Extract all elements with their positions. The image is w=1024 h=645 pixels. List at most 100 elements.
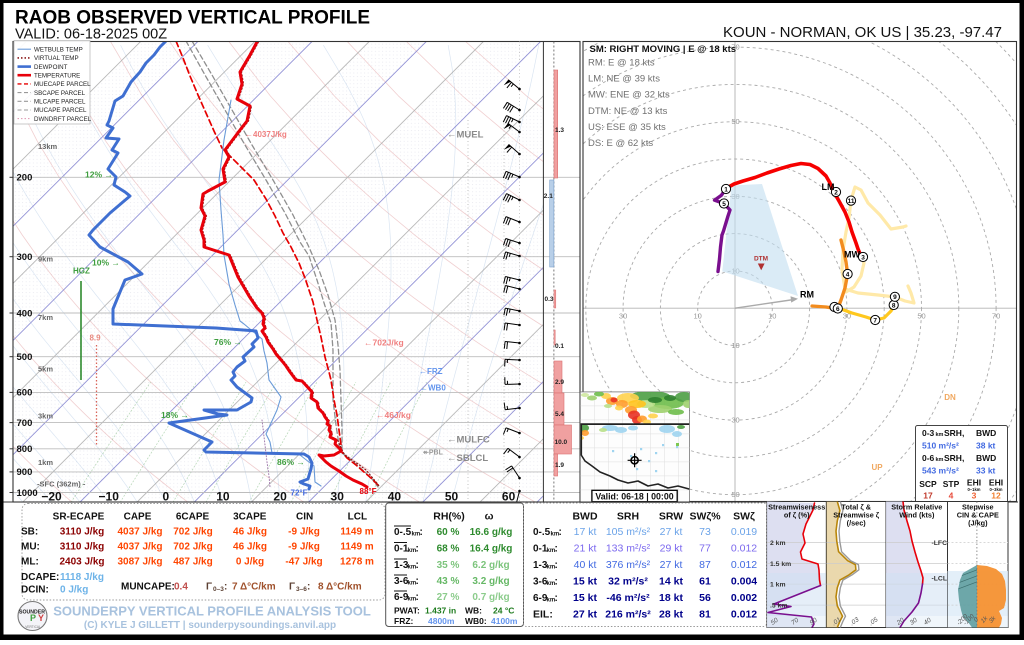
svg-text:Γ: Γ xyxy=(206,582,212,593)
svg-text::: : xyxy=(416,544,419,555)
svg-text:WB0:: WB0: xyxy=(465,616,487,626)
svg-text:BWD: BWD xyxy=(572,511,597,523)
svg-text:27 kt: 27 kt xyxy=(573,609,597,621)
svg-text:5.4: 5.4 xyxy=(555,411,564,418)
svg-text:46 J/kg: 46 J/kg xyxy=(233,527,267,538)
svg-text:7 Δ°C/km: 7 Δ°C/km xyxy=(232,582,276,593)
svg-text:ML:: ML: xyxy=(21,557,39,568)
svg-text:12: 12 xyxy=(991,491,1001,501)
svg-text:SRW: SRW xyxy=(659,511,683,523)
svg-text:DCIN:: DCIN: xyxy=(21,585,49,596)
svg-text:0.012: 0.012 xyxy=(731,543,757,555)
svg-text:4800m: 4800m xyxy=(428,616,455,626)
svg-text:33 kt: 33 kt xyxy=(976,466,996,476)
svg-text:PWAT:: PWAT: xyxy=(394,606,420,616)
svg-text:HGZ: HGZ xyxy=(73,267,90,276)
svg-text:VALID: 06-18-2025 00Z: VALID: 06-18-2025 00Z xyxy=(15,27,167,43)
svg-text:FRZ:: FRZ: xyxy=(394,616,414,626)
svg-text:LM: LM xyxy=(822,182,835,192)
svg-text:70: 70 xyxy=(992,312,1000,321)
svg-text:4: 4 xyxy=(846,271,850,278)
svg-text:21 kt: 21 kt xyxy=(574,543,597,555)
svg-text:10: 10 xyxy=(768,312,776,321)
svg-text:.5 km: .5 km xyxy=(770,603,787,610)
svg-text:3087 J/kg: 3087 J/kg xyxy=(117,557,162,568)
svg-text:3110 J/kg: 3110 J/kg xyxy=(60,542,104,553)
svg-text:MU:: MU: xyxy=(21,542,40,553)
svg-text:SB:: SB: xyxy=(21,527,38,538)
svg-text:-LFC: -LFC xyxy=(932,540,948,547)
svg-text:2.9: 2.9 xyxy=(555,379,564,386)
svg-text::: : xyxy=(555,593,558,604)
svg-text:50: 50 xyxy=(731,117,739,126)
svg-text:61: 61 xyxy=(699,576,711,588)
svg-text:30: 30 xyxy=(619,312,627,321)
svg-text:30: 30 xyxy=(331,490,345,504)
svg-text:0-6: 0-6 xyxy=(922,453,935,463)
svg-text:Y: Y xyxy=(38,613,44,623)
svg-text:SR-ECAPE: SR-ECAPE xyxy=(53,512,105,523)
svg-text:3km: 3km xyxy=(38,412,53,421)
svg-text::: : xyxy=(555,577,558,588)
svg-text:50: 50 xyxy=(445,490,459,504)
svg-text:3110 J/kg: 3110 J/kg xyxy=(60,527,104,538)
svg-text:88°F: 88°F xyxy=(360,487,377,496)
svg-text:DWNDRFT PARCEL: DWNDRFT PARCEL xyxy=(34,116,92,123)
svg-text:17 kt: 17 kt xyxy=(574,526,597,538)
svg-text:1.5 km: 1.5 km xyxy=(770,561,791,568)
svg-text:4100m: 4100m xyxy=(491,616,518,626)
svg-text::: : xyxy=(224,582,227,593)
svg-text:32 m²/s²: 32 m²/s² xyxy=(608,576,648,588)
svg-text:10: 10 xyxy=(216,490,230,504)
svg-text::: : xyxy=(420,527,423,538)
svg-text:73: 73 xyxy=(699,526,711,538)
svg-text:←WB0: ←WB0 xyxy=(420,384,446,393)
svg-text:1149 m: 1149 m xyxy=(340,527,373,538)
svg-text:0 J/kg: 0 J/kg xyxy=(236,557,264,568)
svg-text::: : xyxy=(416,576,419,587)
svg-text:27 kt: 27 kt xyxy=(660,526,683,538)
svg-text:MLCAPE PARCEL: MLCAPE PARCEL xyxy=(34,99,86,106)
svg-text:2.1: 2.1 xyxy=(544,193,553,200)
svg-text:CIN: CIN xyxy=(296,512,313,523)
svg-text:50: 50 xyxy=(917,312,925,321)
svg-text:SM: RIGHT MOVING | E @ 18 kts: SM: RIGHT MOVING | E @ 18 kts xyxy=(590,44,737,55)
svg-text:40 kt: 40 kt xyxy=(574,559,597,571)
svg-text:(/sec): (/sec) xyxy=(847,519,867,528)
svg-text:4037 J/kg: 4037 J/kg xyxy=(117,527,162,538)
svg-text:VERTICAL: VERTICAL xyxy=(25,625,41,629)
svg-text:35 %: 35 % xyxy=(437,560,460,571)
svg-text:27 kt: 27 kt xyxy=(660,559,683,571)
svg-text:10.0: 10.0 xyxy=(555,439,568,446)
svg-text:SOUNDERPY VERTICAL PROFILE ANA: SOUNDERPY VERTICAL PROFILE ANALYSIS TOOL xyxy=(53,604,371,619)
svg-text:km: km xyxy=(936,457,944,463)
svg-text:TEMPERATURE: TEMPERATURE xyxy=(34,72,80,79)
svg-text:←4037J/kg: ←4037J/kg xyxy=(245,130,287,139)
svg-text:87: 87 xyxy=(699,559,711,571)
svg-text:←SBLCL: ←SBLCL xyxy=(447,453,488,464)
svg-text:SRH,: SRH, xyxy=(944,453,964,463)
svg-text:-LCL: -LCL xyxy=(932,576,947,583)
svg-text:5: 5 xyxy=(722,201,726,208)
svg-text:RM: RM xyxy=(800,290,814,300)
svg-text:-46 m²/s²: -46 m²/s² xyxy=(606,592,650,604)
svg-text::: : xyxy=(416,592,419,603)
svg-text:←46J/kg: ←46J/kg xyxy=(376,410,411,420)
svg-text:1km: 1km xyxy=(38,458,53,467)
svg-text:40: 40 xyxy=(388,490,402,504)
svg-text:30: 30 xyxy=(731,416,739,425)
svg-text:376 m²/s²: 376 m²/s² xyxy=(606,559,651,571)
svg-text:1.9: 1.9 xyxy=(555,462,564,469)
svg-text:4037 J/kg: 4037 J/kg xyxy=(117,542,162,553)
svg-text:3: 3 xyxy=(972,491,977,501)
svg-text:MUNCAPE:: MUNCAPE: xyxy=(121,582,175,593)
svg-text:0.019: 0.019 xyxy=(731,526,757,538)
svg-text:DS: E @ 62 kts: DS: E @ 62 kts xyxy=(588,138,653,149)
svg-text:WETBULB TEMP: WETBULB TEMP xyxy=(34,46,83,53)
svg-text:700: 700 xyxy=(17,418,33,429)
svg-text:6: 6 xyxy=(836,306,840,313)
svg-text:133 m²/s²: 133 m²/s² xyxy=(606,543,651,555)
svg-text:VIRTUAL TEMP: VIRTUAL TEMP xyxy=(34,55,79,62)
svg-text:8.9: 8.9 xyxy=(89,334,101,343)
svg-text:Γ: Γ xyxy=(289,582,295,593)
